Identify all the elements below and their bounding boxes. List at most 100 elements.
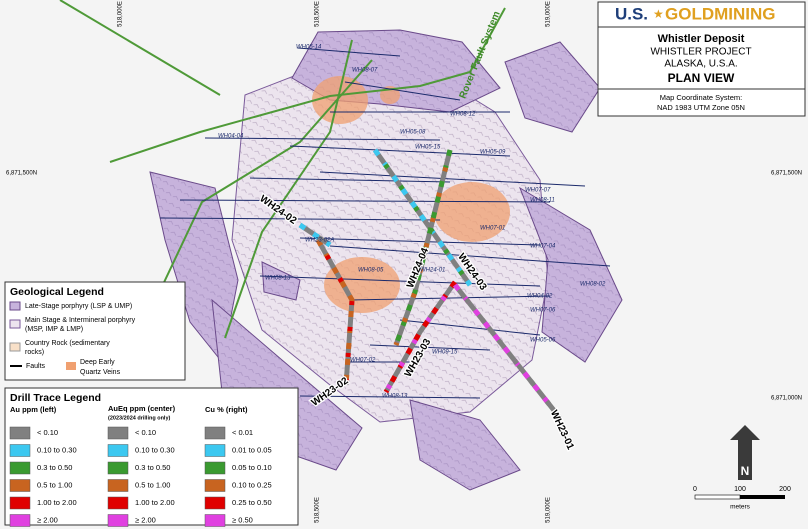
legend-title: Drill Trace Legend (10, 392, 101, 404)
quartz-vein (312, 76, 368, 124)
legend-swatch (9, 319, 21, 329)
logo-star: ★ (653, 7, 664, 21)
scale-label: 200 (779, 486, 791, 493)
location: ALASKA, U.S.A. (664, 59, 737, 70)
scale-bar (740, 495, 785, 499)
legend-item: 0.25 to 0.50 (232, 498, 272, 507)
scale-bar (694, 494, 741, 500)
northing-label: 6,871,000N (771, 396, 802, 402)
legend-item: Deep Early (80, 359, 115, 366)
drill-trace-assay (383, 280, 458, 394)
drill-hole (259, 275, 541, 287)
drill-hole-label: WH08-05 (358, 268, 384, 274)
legend-swatch (107, 479, 129, 492)
legends: Geological Legend Late-Stage porphyry (LS… (4, 281, 299, 527)
legend-item: < 0.10 (37, 428, 58, 437)
drill-hole (299, 395, 481, 399)
legend-swatch (107, 444, 129, 457)
north-arrow (730, 425, 760, 480)
drill-hole (289, 145, 511, 157)
drill-hole (249, 177, 451, 183)
drill-hole-label: WH05-08 (400, 130, 426, 136)
legend-swatch (9, 426, 31, 440)
legend-item: 1.00 to 2.00 (135, 498, 175, 507)
drill-hole-label: WH08-11 (530, 198, 555, 204)
legend-header: AuEq ppm (center) (108, 404, 176, 413)
drill-hole (297, 47, 401, 57)
drill-hole-label: WH05-06 (530, 338, 556, 344)
legend-item: < 0.10 (135, 428, 156, 437)
drill-trace-assay (298, 222, 332, 248)
drill-hole-label: WH24-01 (420, 268, 445, 274)
drill-trace-assay (453, 283, 562, 420)
legend-item: Country Rock (sedimentary (25, 340, 110, 347)
quartz-vein (434, 182, 510, 242)
drill-trace-assay (315, 238, 355, 386)
drill-hole (299, 237, 541, 246)
legend-item: 0.10 to 0.30 (135, 445, 175, 454)
drill-hole (349, 295, 551, 301)
legend-swatch (107, 514, 129, 527)
easting-label: 519,000E (546, 1, 552, 27)
legend-frame (4, 387, 299, 526)
legend-item: 0.10 to 0.25 (232, 480, 272, 489)
drill-hole-label: WH04-02 (527, 294, 553, 300)
legend-item: Faults (26, 363, 46, 370)
legend-header: (2023/2024 drilling only) (108, 415, 171, 421)
legend-item: ≥ 2.00 (37, 515, 58, 524)
fault (59, 0, 221, 96)
easting-label: 518,500E (315, 1, 321, 27)
legend-item: 0.5 to 1.00 (135, 480, 170, 489)
northing-label: 6,871,500N (6, 171, 37, 177)
late-stage-porphyry (504, 41, 601, 133)
coord-title: Map Coordinate System: (660, 93, 743, 102)
north-label: N (741, 464, 750, 478)
late-stage-porphyry (409, 399, 521, 491)
easting-label: 519,000E (546, 497, 552, 523)
drill-hole-label: WH07-01 (480, 226, 505, 232)
legend-item: 0.3 to 0.50 (37, 463, 72, 472)
drill-hole (179, 199, 551, 203)
drill-trace-assay (372, 148, 473, 287)
drill-hole (369, 344, 491, 351)
fault (109, 7, 506, 163)
scale-unit: meters (730, 504, 751, 511)
legend-swatch (107, 496, 129, 510)
legend-swatch (9, 514, 31, 527)
view-title: PLAN VIEW (668, 71, 735, 85)
legend-frame (4, 281, 186, 381)
legend-swatch (9, 479, 31, 492)
legend-header: Au ppm (left) (10, 405, 57, 414)
drill-hole-label: WH07-07 (525, 188, 551, 194)
drill-trace-assay (315, 238, 355, 386)
drill-hole-label: WH05-14 (296, 45, 322, 51)
legend-item: rocks) (25, 349, 44, 356)
drill-hole (204, 137, 441, 141)
legend-swatch (204, 461, 226, 475)
legend-item: Main Stage & Intermineral porphyry (25, 317, 136, 324)
legend-swatch (9, 342, 21, 352)
legend-swatch (107, 461, 129, 475)
legend-item: 1.00 to 2.00 (37, 498, 77, 507)
scale-label: 100 (734, 486, 746, 493)
legend-item: Late-Stage porphyry (LSP & UMP) (25, 303, 132, 310)
northing-label: 6,871,500N (771, 171, 802, 177)
legend-item: 0.3 to 0.50 (135, 463, 170, 472)
legend-item: 0.10 to 0.30 (37, 445, 77, 454)
drill-hole-label: WH07-06 (530, 308, 556, 314)
legend-item: (MSP, IMP & LMP) (25, 326, 83, 333)
header-box: U.S. ★ GOLDMINING Whistler Deposit WHIST… (597, 1, 806, 117)
drill-hole-label: WH08-12 (450, 112, 476, 118)
easting-label: 518,000E (118, 1, 124, 27)
drill-hole-label: WH04-04 (218, 134, 244, 140)
legend-item: < 0.01 (232, 428, 253, 437)
fault (149, 59, 373, 313)
legend-swatch (9, 496, 31, 510)
legend-swatch (204, 514, 226, 527)
legend-item: ≥ 2.00 (135, 515, 156, 524)
scale-label: 0 (693, 486, 697, 493)
legend-swatch (9, 444, 31, 457)
drill-hole (159, 217, 441, 221)
late-stage-porphyry (519, 186, 623, 363)
